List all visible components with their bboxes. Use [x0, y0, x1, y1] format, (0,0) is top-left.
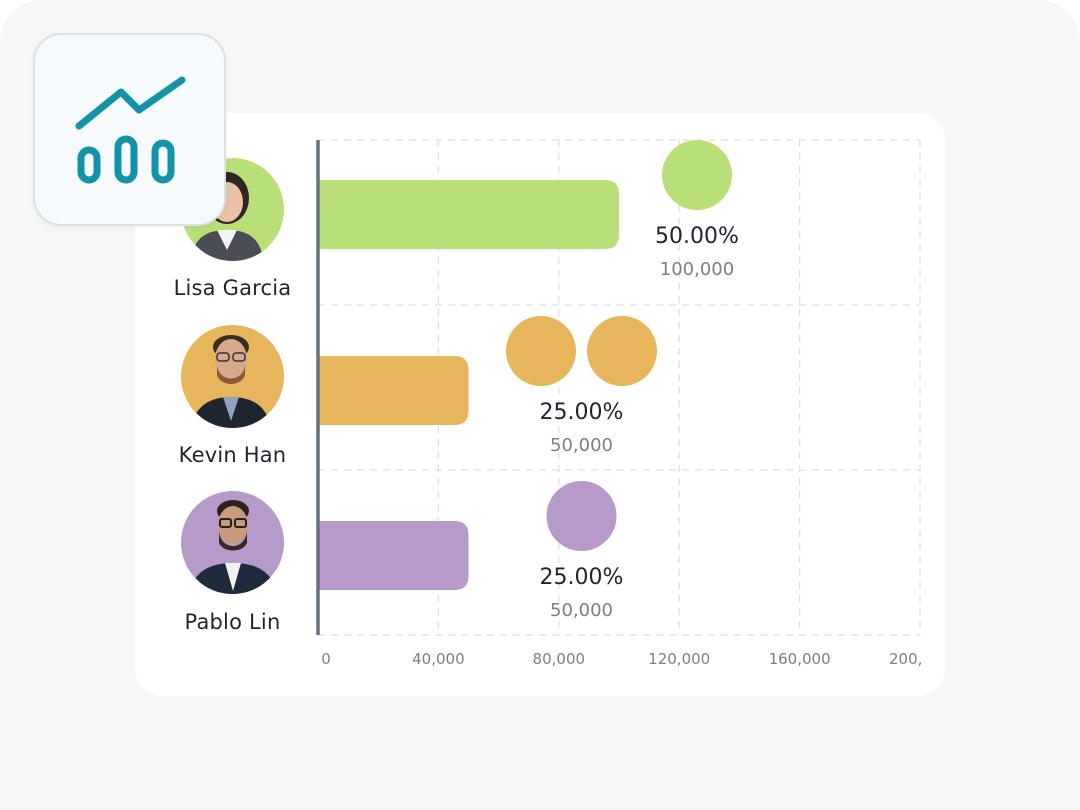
data-dot: [546, 481, 617, 551]
chart-trend-icon: [75, 76, 186, 184]
percent-label: 25.00%: [540, 400, 624, 425]
person-name: Pablo Lin: [184, 610, 281, 634]
avatar: [181, 325, 284, 428]
percent-label: 25.00%: [540, 565, 624, 590]
x-tick-label: 0: [321, 650, 331, 668]
x-tick-label: 120,000: [648, 650, 710, 668]
bar: [318, 521, 469, 590]
bar: [318, 180, 619, 249]
x-tick-label: 80,000: [533, 650, 586, 668]
avatar: [181, 491, 284, 594]
data-dot: [587, 316, 657, 386]
value-label: 100,000: [660, 259, 734, 280]
value-label: 50,000: [550, 435, 613, 456]
data-dot: [662, 140, 732, 210]
x-tick-label: 160,000: [769, 650, 831, 668]
chart-badge: [33, 33, 226, 226]
percent-label: 50.00%: [655, 224, 739, 249]
value-label: 50,000: [550, 600, 613, 621]
x-tick-label: 200,000: [889, 650, 951, 668]
x-tick-label: 40,000: [412, 650, 465, 668]
person-name: Kevin Han: [178, 443, 287, 467]
person-name: Lisa Garcia: [173, 276, 292, 300]
bar: [318, 356, 469, 425]
data-dot: [506, 316, 576, 386]
